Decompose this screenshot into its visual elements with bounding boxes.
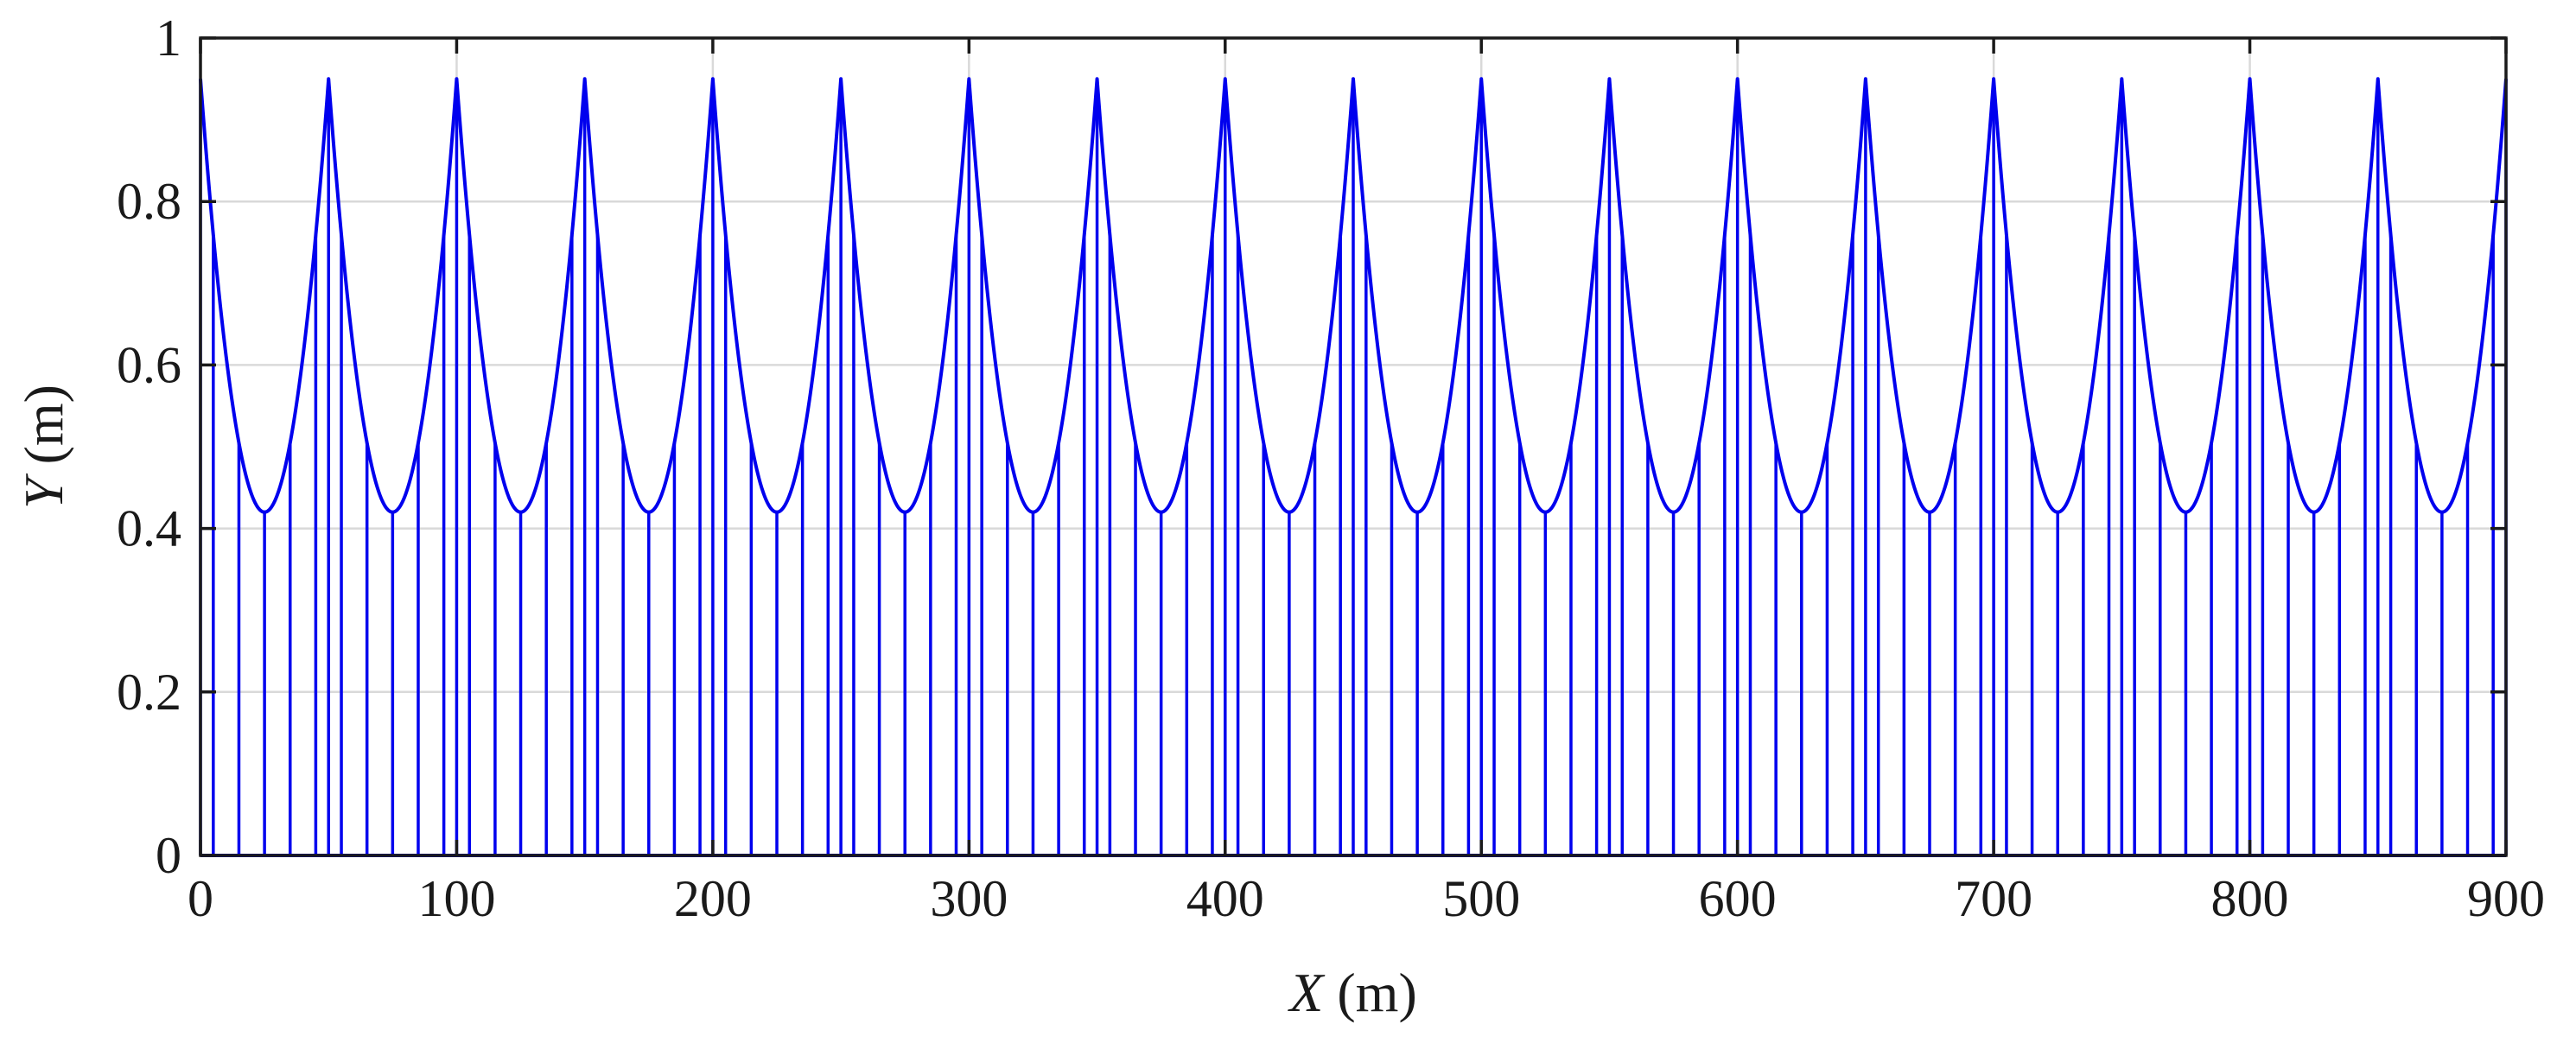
x-tick-label: 400 bbox=[1186, 870, 1264, 927]
y-tick-labels: 0 0.2 0.4 0.6 0.8 1 bbox=[117, 10, 181, 884]
y-axis-label: Y (m) bbox=[13, 385, 74, 509]
x-tick-label: 0 bbox=[188, 870, 213, 927]
x-tick-label: 900 bbox=[2467, 870, 2545, 927]
x-tick-label: 700 bbox=[1955, 870, 2032, 927]
x-axis-label: X (m) bbox=[1287, 962, 1417, 1023]
x-axis-label-unit: (m) bbox=[1323, 962, 1416, 1023]
y-axis-label-var: Y bbox=[13, 473, 74, 509]
y-tick-label: 0.2 bbox=[117, 664, 181, 721]
x-tick-label: 300 bbox=[930, 870, 1008, 927]
x-tick-labels: 0 100 200 300 400 500 600 700 800 900 bbox=[188, 870, 2545, 927]
y-tick-label: 1 bbox=[156, 10, 181, 67]
x-axis-label-var: X bbox=[1287, 962, 1326, 1023]
y-tick-label: 0 bbox=[156, 827, 181, 884]
x-tick-label: 600 bbox=[1699, 870, 1777, 927]
stem-lines bbox=[199, 79, 2508, 855]
x-tick-label: 200 bbox=[674, 870, 752, 927]
y-axis-label-unit: (m) bbox=[13, 385, 74, 478]
x-tick-label: 800 bbox=[2211, 870, 2289, 927]
plot-frame bbox=[199, 36, 2508, 857]
x-tick-label: 500 bbox=[1442, 870, 1520, 927]
y-tick-label: 0.8 bbox=[117, 173, 181, 230]
y-tick-label: 0.4 bbox=[117, 500, 181, 557]
y-tick-label: 0.6 bbox=[117, 336, 181, 393]
x-tick-label: 100 bbox=[417, 870, 495, 927]
axis-ticks bbox=[199, 36, 2508, 857]
